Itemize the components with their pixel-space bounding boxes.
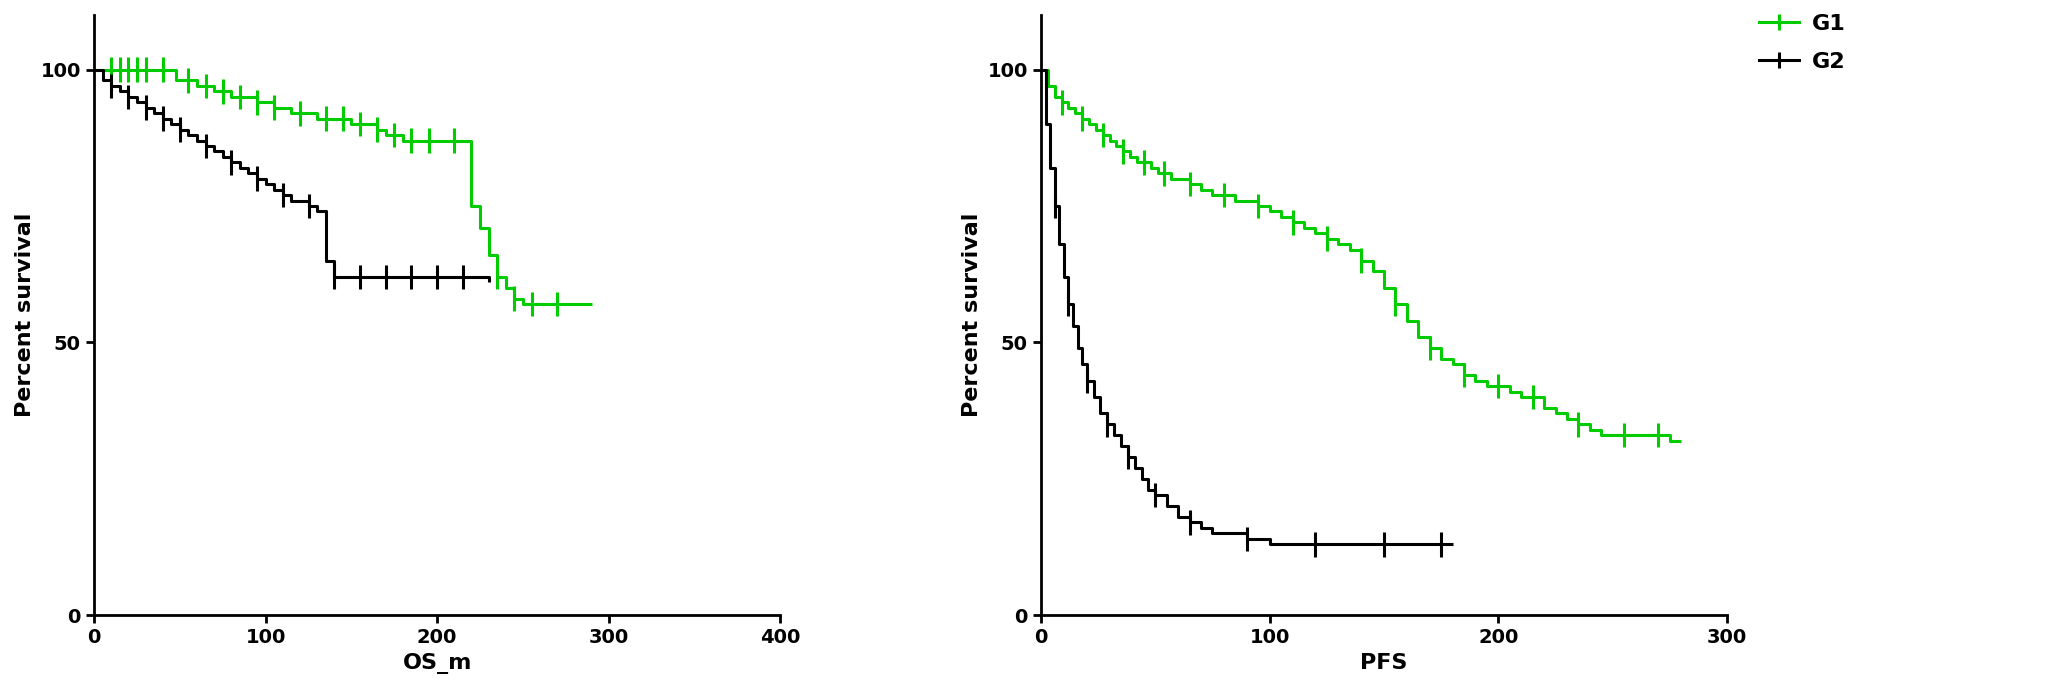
Legend: G1, G2: G1, G2 xyxy=(1758,14,1846,72)
X-axis label: PFS: PFS xyxy=(1361,653,1408,673)
Y-axis label: Percent survival: Percent survival xyxy=(14,213,35,418)
Y-axis label: Percent survival: Percent survival xyxy=(962,213,983,418)
X-axis label: OS_m: OS_m xyxy=(403,653,473,674)
